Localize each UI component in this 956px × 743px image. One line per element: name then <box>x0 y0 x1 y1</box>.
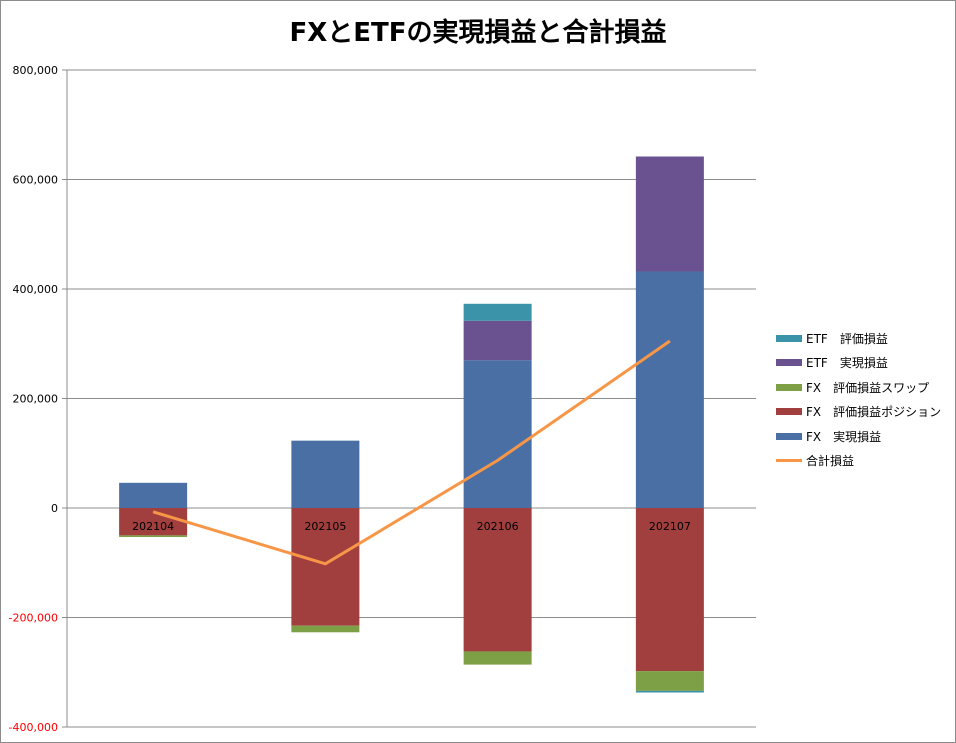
legend-label: 合計損益 <box>806 454 855 469</box>
y-tick-label: -200,000 <box>9 612 58 625</box>
legend-swatch <box>776 432 802 440</box>
legend-swatch <box>776 459 802 463</box>
bar-segment <box>635 156 704 272</box>
legend-swatch <box>776 334 802 342</box>
legend-label: FX 実現損益 <box>806 429 882 444</box>
legend-label: ETF 評価損益 <box>806 331 888 346</box>
y-tick-label: 800,000 <box>13 64 59 77</box>
bar-segment <box>463 508 532 652</box>
x-tick-label: 202104 <box>132 520 174 533</box>
y-tick-label: 0 <box>51 502 58 515</box>
total-line <box>152 339 671 566</box>
x-tick-label: 202106 <box>477 520 519 533</box>
legend: ETF 評価損益 ETF 実現損益 FX 評価損益スワップ FX 評価損益ポジション F… <box>776 326 941 473</box>
bar-segment <box>119 535 188 538</box>
legend-swatch <box>776 383 802 391</box>
legend-item: 合計損益 <box>776 449 941 474</box>
bars <box>119 156 704 693</box>
legend-swatch <box>776 408 802 416</box>
legend-item: FX 実現損益 <box>776 424 941 449</box>
bar-segment <box>635 690 704 693</box>
bar-segment <box>463 651 532 665</box>
legend-item: ETF 実現損益 <box>776 351 941 376</box>
bar-segment <box>463 303 532 321</box>
total-line-path <box>152 339 671 566</box>
y-tick-label: -400,000 <box>9 721 58 734</box>
legend-item: ETF 評価損益 <box>776 326 941 351</box>
bar-segment <box>635 508 704 672</box>
bar-segment <box>463 320 532 361</box>
legend-item: FX 評価損益ポジション <box>776 400 941 425</box>
y-tick-label: 600,000 <box>13 174 59 187</box>
bar-segment <box>463 360 532 508</box>
bar-segment <box>291 508 360 626</box>
bar-segment <box>291 625 360 633</box>
bar-segment <box>635 271 704 508</box>
y-axis: -400,000 -200,000 0 200,000 400,000 600,000 80… <box>9 64 68 734</box>
x-tick-label: 202105 <box>304 520 346 533</box>
x-axis-labels: 202104 202105 202106 202107 <box>132 520 691 533</box>
chart-title: FXとETFの実現損益と合計損益 <box>289 18 667 48</box>
y-tick-label: 200,000 <box>13 393 59 406</box>
bar-segment <box>291 440 360 508</box>
legend-label: FX 評価損益ポジション <box>806 405 942 420</box>
legend-label: FX 評価損益スワップ <box>806 380 930 395</box>
bar-segment <box>635 671 704 691</box>
legend-item: FX 評価損益スワップ <box>776 375 941 400</box>
bar-segment <box>119 482 188 508</box>
x-tick-label: 202107 <box>649 520 691 533</box>
y-tick-label: 400,000 <box>13 283 59 296</box>
legend-swatch <box>776 359 802 367</box>
legend-label: ETF 実現損益 <box>806 356 888 371</box>
